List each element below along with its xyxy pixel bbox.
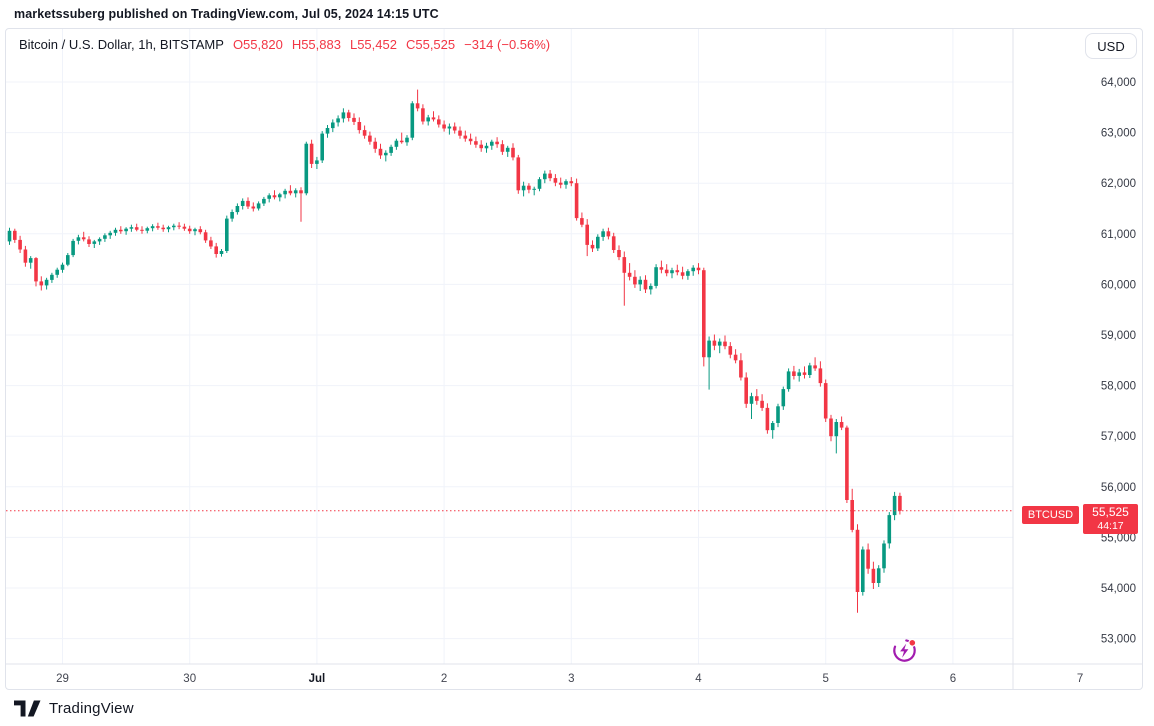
- ohlc-change: −314 (−0.56%): [464, 37, 551, 52]
- ohlc-close: C55,525: [405, 37, 456, 52]
- price-axis-label: 55,000: [1101, 532, 1136, 544]
- symbol-tag-label: BTCUSD: [1027, 509, 1074, 521]
- time-axis-label: 3: [568, 673, 574, 685]
- chart-legend: Bitcoin / U.S. Dollar, 1h, BITSTAMP O55,…: [19, 37, 550, 52]
- time-axis-label: 7: [1077, 673, 1083, 685]
- price-axis-label: 62,000: [1101, 178, 1136, 190]
- candle-series: [7, 89, 902, 613]
- time-axis-label: 4: [695, 673, 702, 685]
- last-price-label: 55,525 44:17: [1083, 504, 1138, 534]
- price-axis-label: 59,000: [1101, 330, 1136, 342]
- time-axis-label: Jul: [309, 673, 326, 685]
- last-price-value: 55,525: [1092, 505, 1129, 519]
- time-axis-label: 30: [183, 673, 196, 685]
- price-axis-label: 61,000: [1101, 229, 1136, 241]
- symbol-price-tag: BTCUSD: [1022, 506, 1079, 524]
- flash-event-glyph: [893, 638, 917, 662]
- ohlc-open: O55,820: [232, 37, 283, 52]
- price-axis-label: 58,000: [1101, 381, 1136, 393]
- currency-toggle-button[interactable]: USD: [1085, 33, 1137, 59]
- time-axis-label: 29: [56, 673, 69, 685]
- price-axis[interactable]: 64,000 63,000 62,000 61,000 60,000 59,000 58,0…: [1101, 77, 1136, 646]
- tradingview-logo-icon[interactable]: [14, 700, 41, 717]
- price-axis-label: 53,000: [1101, 634, 1136, 646]
- bar-countdown: 44:17: [1097, 520, 1124, 532]
- price-axis-label: 57,000: [1101, 431, 1136, 443]
- flash-event-icon[interactable]: [890, 636, 919, 665]
- grid-lines: [6, 29, 1013, 664]
- ohlc-low: L55,452: [349, 37, 397, 52]
- ohlc-high: H55,883: [291, 37, 341, 52]
- time-axis[interactable]: 29 30 Jul 2 3 4 5 6 7: [56, 673, 1083, 685]
- price-axis-label: 56,000: [1101, 482, 1136, 494]
- attribution-text: marketssuberg published on TradingView.c…: [14, 7, 439, 21]
- price-axis-label: 60,000: [1101, 279, 1136, 291]
- time-axis-label: 5: [822, 673, 828, 685]
- time-axis-label: 2: [441, 673, 447, 685]
- price-axis-label: 64,000: [1101, 77, 1136, 89]
- symbol-title: Bitcoin / U.S. Dollar, 1h, BITSTAMP: [19, 37, 224, 52]
- chart-widget: 64,000 63,000 62,000 61,000 60,000 59,000 58,0…: [5, 28, 1143, 690]
- candlestick-plot[interactable]: 64,000 63,000 62,000 61,000 60,000 59,000 58,0…: [6, 29, 1142, 689]
- price-axis-label: 63,000: [1101, 128, 1136, 140]
- time-axis-label: 6: [950, 673, 956, 685]
- brand-name[interactable]: TradingView: [49, 700, 134, 717]
- footer-bar: TradingView: [0, 691, 1154, 726]
- price-axis-label: 54,000: [1101, 583, 1136, 595]
- attribution-bar: marketssuberg published on TradingView.c…: [14, 0, 439, 28]
